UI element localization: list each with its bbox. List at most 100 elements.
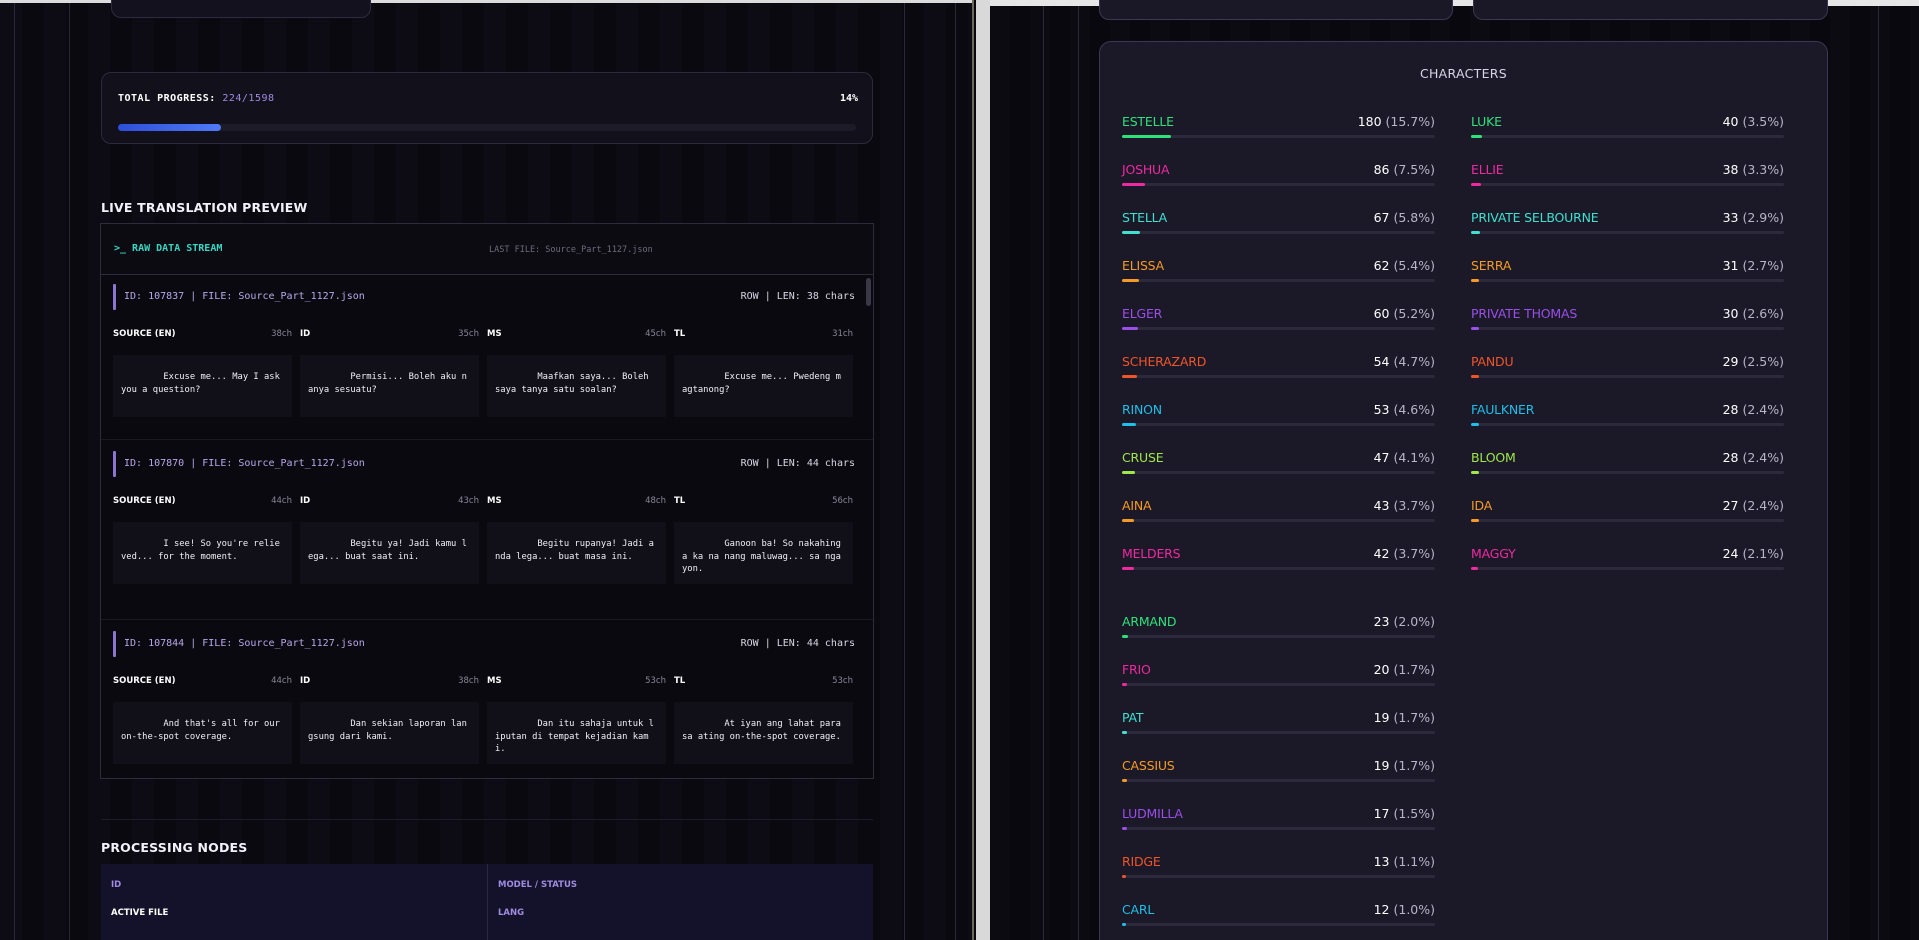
character-item: PAT 19 (1.7%): [1122, 710, 1435, 740]
character-bar-fill: [1471, 183, 1482, 186]
section-divider: [101, 819, 873, 820]
language-code: TL: [674, 496, 686, 506]
character-percent: (4.1%): [1393, 450, 1435, 465]
character-percent: (5.2%): [1393, 306, 1435, 321]
character-bar-track: [1471, 471, 1784, 474]
character-bar-track: [1122, 923, 1435, 926]
character-bar-track: [1122, 827, 1435, 830]
column-guide: [955, 0, 956, 940]
character-bar-fill: [1122, 923, 1126, 926]
character-bar-track: [1471, 183, 1784, 186]
language-code: ID: [300, 329, 311, 339]
character-percent: (5.4%): [1393, 258, 1435, 273]
character-item: FRIO 20 (1.7%): [1122, 662, 1435, 692]
language-header-row: SOURCE (EN) 44ch ID 38ch MS 53ch TL 53ch: [113, 676, 855, 688]
character-bar-fill: [1122, 135, 1172, 138]
character-count: 19: [1373, 710, 1390, 725]
character-count: 28: [1722, 402, 1739, 417]
character-bar-track: [1122, 875, 1435, 878]
character-name: CRUSE: [1122, 450, 1164, 465]
character-item: PANDU 29 (2.5%): [1471, 354, 1784, 384]
left-window: TOTAL PROGRESS: 224/1598 14% LIVE TRANSL…: [0, 0, 974, 940]
stream-record: ID: 107844 | FILE: Source_Part_1127.json…: [113, 631, 855, 764]
character-bar-track: [1122, 375, 1435, 378]
character-name: ELISSA: [1122, 258, 1165, 273]
total-progress-track: [118, 124, 856, 131]
character-item: ELLIE 38 (3.3%): [1471, 162, 1784, 192]
translation-text: Begitu rupanya! Jadi anda lega... buat m…: [487, 522, 666, 584]
language-length: 53ch: [645, 676, 666, 686]
language-length: 53ch: [832, 676, 853, 686]
translation-text: At iyan ang lahat para sa ating on-the-s…: [674, 702, 853, 764]
nodes-header-model-status: MODEL / STATUS: [498, 880, 577, 890]
character-bar-fill: [1122, 327, 1139, 330]
character-item: PRIVATE THOMAS 30 (2.6%): [1471, 306, 1784, 336]
character-item: FAULKNER 28 (2.4%): [1471, 402, 1784, 432]
character-count: 31: [1722, 258, 1739, 273]
window-gap: [976, 0, 990, 940]
stream-scrollbar[interactable]: [866, 278, 871, 306]
character-name: PANDU: [1471, 354, 1514, 369]
character-bar-fill: [1122, 875, 1126, 878]
character-bar-fill: [1471, 279, 1480, 282]
character-bar-fill: [1122, 423, 1137, 426]
character-item: RIDGE 13 (1.1%): [1122, 854, 1435, 884]
column-guide: [1878, 0, 1879, 940]
raw-data-stream-panel[interactable]: >_ RAW DATA STREAM LAST FILE: Source_Par…: [100, 223, 874, 779]
character-name: PRIVATE SELBOURNE: [1471, 210, 1599, 225]
character-stat: 53 (4.6%): [1374, 402, 1435, 417]
language-length: 44ch: [271, 676, 292, 686]
record-meta: ROW | LEN: 44 chars: [740, 458, 855, 469]
top-card-remnant: [1473, 0, 1828, 20]
character-count: 180: [1357, 114, 1382, 129]
character-stat: 29 (2.5%): [1723, 354, 1784, 369]
character-stat: 20 (1.7%): [1374, 662, 1435, 677]
character-item: PRIVATE SELBOURNE 33 (2.9%): [1471, 210, 1784, 240]
character-stat: 28 (2.4%): [1723, 450, 1784, 465]
character-bar-fill: [1122, 683, 1128, 686]
character-bar-fill: [1471, 231, 1481, 234]
translation-text: Ganoon ba! So nakahinga ka na nang maluw…: [674, 522, 853, 584]
stream-record: ID: 107837 | FILE: Source_Part_1127.json…: [113, 284, 855, 417]
language-code: MS: [487, 496, 502, 506]
character-bar-fill: [1471, 135, 1482, 138]
character-bar-fill: [1122, 635, 1129, 638]
raw-data-stream-title: >_ RAW DATA STREAM: [114, 243, 223, 254]
character-bar-fill: [1471, 423, 1479, 426]
nodes-header-id: ID: [111, 880, 122, 890]
character-name: IDA: [1471, 498, 1493, 513]
character-count: 40: [1722, 114, 1739, 129]
character-stat: 67 (5.8%): [1374, 210, 1435, 225]
character-bar-track: [1122, 519, 1435, 522]
character-percent: (1.7%): [1393, 662, 1435, 677]
character-percent: (1.7%): [1393, 758, 1435, 773]
character-count: 30: [1722, 306, 1739, 321]
character-bar-fill: [1471, 519, 1479, 522]
language-length: 35ch: [458, 329, 479, 339]
language-code: MS: [487, 676, 502, 686]
character-bar-fill: [1122, 731, 1128, 734]
character-bar-fill: [1122, 231, 1141, 234]
character-bar-track: [1122, 731, 1435, 734]
character-bar-track: [1471, 279, 1784, 282]
character-name: SERRA: [1471, 258, 1512, 273]
character-item: MELDERS 42 (3.7%): [1122, 546, 1435, 576]
character-percent: (3.3%): [1742, 162, 1784, 177]
translation-text: And that's all for our on-the-spot cover…: [113, 702, 292, 764]
character-stat: 19 (1.7%): [1374, 758, 1435, 773]
character-count: 53: [1373, 402, 1390, 417]
character-count: 13: [1373, 854, 1390, 869]
character-item: IDA 27 (2.4%): [1471, 498, 1784, 528]
nodes-cell-active-file: ACTIVE FILE: [111, 908, 169, 918]
character-name: LUDMILLA: [1122, 806, 1183, 821]
character-bar-fill: [1122, 779, 1128, 782]
language-code: SOURCE (EN): [113, 676, 176, 686]
character-item: LUKE 40 (3.5%): [1471, 114, 1784, 144]
character-stat: 17 (1.5%): [1374, 806, 1435, 821]
record-meta: ROW | LEN: 38 chars: [740, 291, 855, 302]
character-stat: 42 (3.7%): [1374, 546, 1435, 561]
character-percent: (1.5%): [1393, 806, 1435, 821]
character-stat: 62 (5.4%): [1374, 258, 1435, 273]
character-stat: 38 (3.3%): [1723, 162, 1784, 177]
character-name: PAT: [1122, 710, 1144, 725]
